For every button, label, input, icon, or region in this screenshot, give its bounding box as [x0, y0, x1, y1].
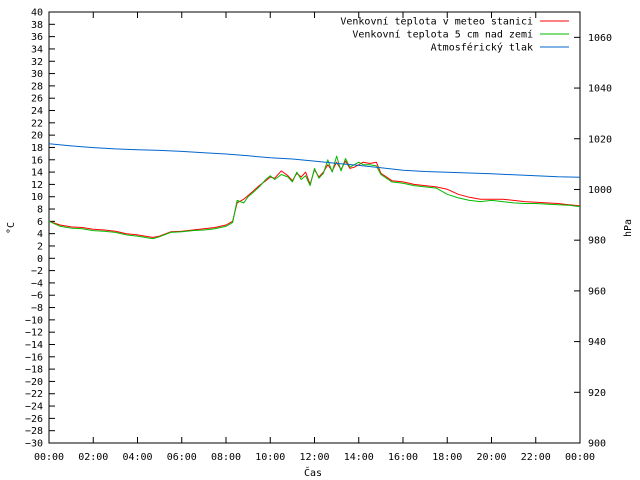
- y-tick-label-left: 28: [31, 81, 43, 92]
- y-tick-label-left: 10: [31, 192, 43, 203]
- y-tick-label-left: 22: [31, 118, 43, 129]
- x-tick-label: 14:00: [344, 452, 374, 463]
- y-tick-label-left: 40: [31, 8, 43, 19]
- series-line-1: [48, 160, 581, 238]
- x-tick-label: 20:00: [476, 452, 506, 463]
- y-tick-label-right: 1060: [588, 33, 612, 44]
- x-tick-label: 16:00: [388, 452, 418, 463]
- y-tick-label-left: 2: [37, 241, 43, 252]
- x-tick-label: 08:00: [211, 452, 241, 463]
- y-tick-label-left: −14: [25, 340, 43, 351]
- y-tick-label-left: 24: [31, 106, 43, 117]
- y-tick-label-left: 18: [31, 143, 43, 154]
- y-tick-label-left: 0: [37, 254, 43, 265]
- series-line-2: [48, 155, 581, 240]
- y-tick-label-left: −30: [25, 439, 43, 450]
- y-tick-label-right: 1040: [588, 84, 612, 95]
- y-tick-label-left: −10: [25, 315, 43, 326]
- y-tick-label-left: 16: [31, 155, 43, 166]
- y-tick-label-left: −8: [31, 303, 43, 314]
- y-tick-label-left: 32: [31, 57, 43, 68]
- x-axis-label: Čas: [304, 466, 322, 479]
- x-tick-label: 22:00: [521, 452, 551, 463]
- legend-label-3: Atmosférický tlak: [431, 42, 533, 54]
- y-tick-label-left: −12: [25, 328, 43, 339]
- y-tick-label-left: 12: [31, 180, 43, 191]
- legend-label-1: Venkovní teplota v meteo stanici: [340, 16, 533, 28]
- y-tick-label-left: −6: [31, 291, 43, 302]
- y-tick-label-left: 38: [31, 20, 43, 31]
- y-tick-label-right: 920: [588, 388, 606, 399]
- y-tick-label-right: 900: [588, 439, 606, 450]
- y-tick-label-left: −24: [25, 402, 43, 413]
- x-tick-label: 00:00: [34, 452, 64, 463]
- x-tick-label: 00:00: [565, 452, 595, 463]
- y-tick-label-left: 4: [37, 229, 43, 240]
- x-tick-label: 18:00: [432, 452, 462, 463]
- x-tick-label: 06:00: [167, 452, 197, 463]
- y-tick-label-left: 30: [31, 69, 43, 80]
- y-tick-label-right: 940: [588, 337, 606, 348]
- x-tick-label: 02:00: [78, 452, 108, 463]
- y-tick-label-left: 6: [37, 217, 43, 228]
- y-tick-label-left: −16: [25, 352, 43, 363]
- chart-axes: 4038363432302826242220181614121086420−2−…: [25, 8, 612, 464]
- y-tick-label-right: 960: [588, 286, 606, 297]
- y-tick-label-left: −18: [25, 365, 43, 376]
- y-tick-label-left: 8: [37, 205, 43, 216]
- chart-series: [48, 143, 581, 240]
- y-tick-label-left: −20: [25, 377, 43, 388]
- x-tick-label: 04:00: [122, 452, 152, 463]
- y-tick-label-right: 1020: [588, 134, 612, 145]
- y-tick-label-right: 1000: [588, 185, 612, 196]
- y-tick-label-left: −26: [25, 414, 43, 425]
- y-tick-label-left: 36: [31, 32, 43, 43]
- x-tick-label: 10:00: [255, 452, 285, 463]
- series-line-3: [48, 143, 581, 178]
- y-axis-label-right: hPa: [623, 219, 634, 237]
- y-tick-label-left: 34: [31, 44, 43, 55]
- y-tick-label-left: 26: [31, 94, 43, 105]
- x-tick-label: 12:00: [299, 452, 329, 463]
- y-tick-label-left: −4: [31, 278, 43, 289]
- y-tick-label-right: 980: [588, 236, 606, 247]
- y-tick-label-left: 14: [31, 168, 43, 179]
- legend-label-2: Venkovní teplota 5 cm nad zemí: [352, 29, 533, 41]
- y-tick-label-left: −22: [25, 389, 43, 400]
- chart-legend: Venkovní teplota v meteo staniciVenkovní…: [340, 16, 569, 54]
- y-tick-label-left: 20: [31, 131, 43, 142]
- y-tick-label-left: −2: [31, 266, 43, 277]
- plot-frame: [48, 11, 581, 444]
- y-tick-label-left: −28: [25, 426, 43, 437]
- y-axis-label-left: °C: [6, 222, 17, 234]
